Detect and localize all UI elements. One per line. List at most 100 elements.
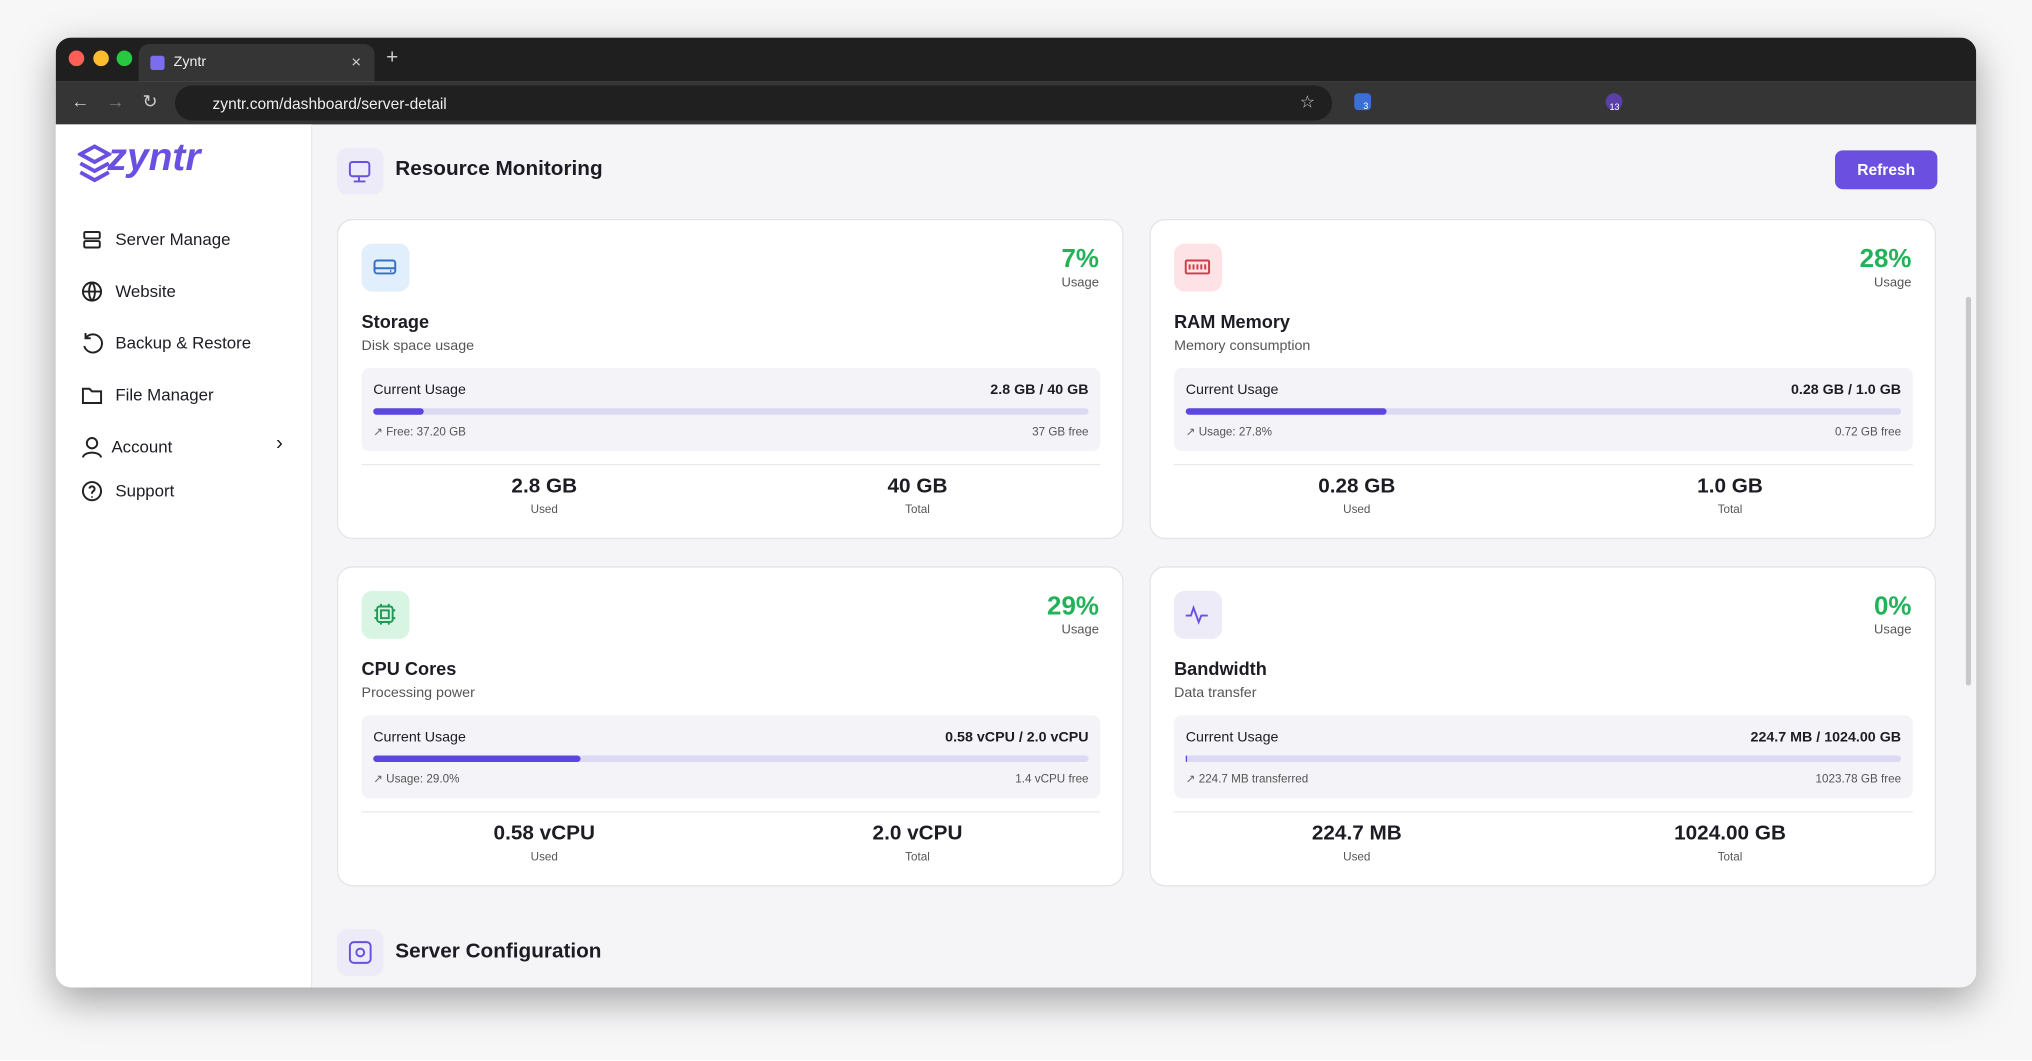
divider [1174,811,1913,813]
card-subtitle: Processing power [361,685,475,702]
usage-percent: 28% [1859,244,1912,274]
tab[interactable]: Zyntr × [138,44,375,82]
left-note: Free: 37.20 GB [386,425,466,439]
card-icon [1174,590,1223,639]
usage-label: Usage [1873,276,1912,291]
trend-icon: ↗ [373,425,383,439]
tab-strip: Zyntr × + [55,37,1977,82]
badge: 3 [1363,102,1369,112]
nav-icon [80,228,103,258]
usage-panel: Current Usage 0.58 vCPU / 2.0 vCPU ↗ Usage:… [361,715,1101,799]
card-title: Storage [361,311,430,332]
usage-panel: Current Usage 224.7 MB / 1024.00 GB ↗ 224.7… [1174,715,1913,799]
total-value: 40 GB [887,475,948,498]
nav-icon [80,435,103,465]
total-label: Total [1717,850,1743,864]
divider [361,463,1101,466]
tab-close[interactable]: × [351,51,362,72]
card-subtitle: Disk space usage [361,338,475,354]
icon [374,603,396,625]
nav-item[interactable]: Website [115,281,176,301]
used-value: 0.58 vCPU [493,822,595,845]
nav-item[interactable]: Backup & Restore [115,333,252,353]
progress-track [373,408,1089,415]
total-value: 1024.00 GB [1674,822,1786,845]
trend-icon: ↗ [1185,772,1196,786]
resource-card: 29% Usage CPU Cores Processing power Current… [336,566,1124,887]
current-value: 2.8 GB / 40 GB [990,382,1089,398]
card-icon [361,243,410,292]
nav-icon [80,384,103,414]
resource-card: 28% Usage RAM Memory Memory consumption Curr… [1149,219,1937,540]
progress-fill [373,755,581,762]
nav-item[interactable]: File Manager [115,384,214,405]
reload[interactable]: ↻ [142,90,158,112]
used-value: 0.28 GB [1318,475,1396,498]
icon [373,259,397,275]
nav-icon [80,332,103,362]
progress-fill [1185,755,1188,762]
used-value: 2.8 GB [511,475,578,498]
refresh-button[interactable]: Refresh [1834,150,1938,190]
max-dot[interactable] [116,50,133,67]
logo[interactable]: zyntr [107,136,201,179]
used-label: Used [530,850,558,864]
icon [83,230,101,249]
close-dot[interactable] [68,50,85,67]
browser-window: Zyntr × + ← → ↻ zyntr.com/dashboard/serv… [55,37,1977,988]
card-subtitle: Data transfer [1174,685,1257,702]
icon [81,387,103,404]
trend-icon: ↗ [373,772,383,786]
card-icon [1174,243,1223,292]
bookmark[interactable]: ☆ [1299,92,1315,112]
right-note: 37 GB free [1032,425,1089,439]
address-bar[interactable]: zyntr.com/dashboard/server-detail ☆ [174,85,1333,121]
forward[interactable]: → [106,90,125,112]
sidebar: zyntr Server Manage Website Backup & Resto… [55,124,313,988]
icon [1185,604,1208,625]
back[interactable]: ← [71,90,90,112]
icon [81,281,103,302]
card-title: CPU Cores [361,658,457,680]
progress-fill [1185,408,1387,415]
icon [81,437,103,458]
section-icon [336,147,384,195]
divider [1174,463,1913,466]
tab-title: Zyntr [173,54,207,70]
left-note: 224.7 MB transferred [1198,772,1309,786]
usage-label: Usage [1873,623,1912,638]
usage-percent: 0% [1873,592,1912,621]
card-title: RAM Memory [1174,311,1291,332]
total-value: 1.0 GB [1697,475,1763,498]
current-value: 224.7 MB / 1024.00 GB [1750,729,1902,746]
current-value: 0.58 vCPU / 2.0 vCPU [945,729,1089,746]
new-tab[interactable]: + [386,46,399,69]
progress-track [1185,755,1902,762]
chevron[interactable]: › [276,432,283,455]
scrollbar[interactable] [1965,296,1972,686]
nav-item[interactable]: Support [115,480,175,501]
total-label: Total [1717,502,1743,516]
current-label: Current Usage [373,382,466,398]
left-note: Usage: 29.0% [386,772,460,786]
favicon [150,55,165,70]
nav-item[interactable]: Account [111,436,173,457]
current-label: Current Usage [373,729,466,746]
resource-card: 0% Usage Bandwidth Data transfer Current Usa… [1149,566,1937,887]
section-title: Resource Monitoring [395,158,603,181]
nav-item[interactable]: Server Manage [115,229,231,249]
used-value: 224.7 MB [1311,822,1402,845]
section-title: Server Configuration [395,940,602,963]
extension[interactable]: 3 [1354,93,1372,112]
usage-percent: 7% [1061,244,1099,274]
right-note: 1023.78 GB free [1815,772,1902,786]
trend-icon: ↗ [1185,425,1196,439]
right-note: 1.4 vCPU free [1015,772,1089,786]
progress-track [1185,408,1902,415]
nav-icon [80,280,103,310]
min-dot[interactable] [93,50,109,67]
left-note: Usage: 27.8% [1198,425,1272,439]
resource-card: 7% Usage Storage Disk space usage Current Us… [336,219,1124,540]
extension[interactable]: 13 [1605,93,1623,113]
